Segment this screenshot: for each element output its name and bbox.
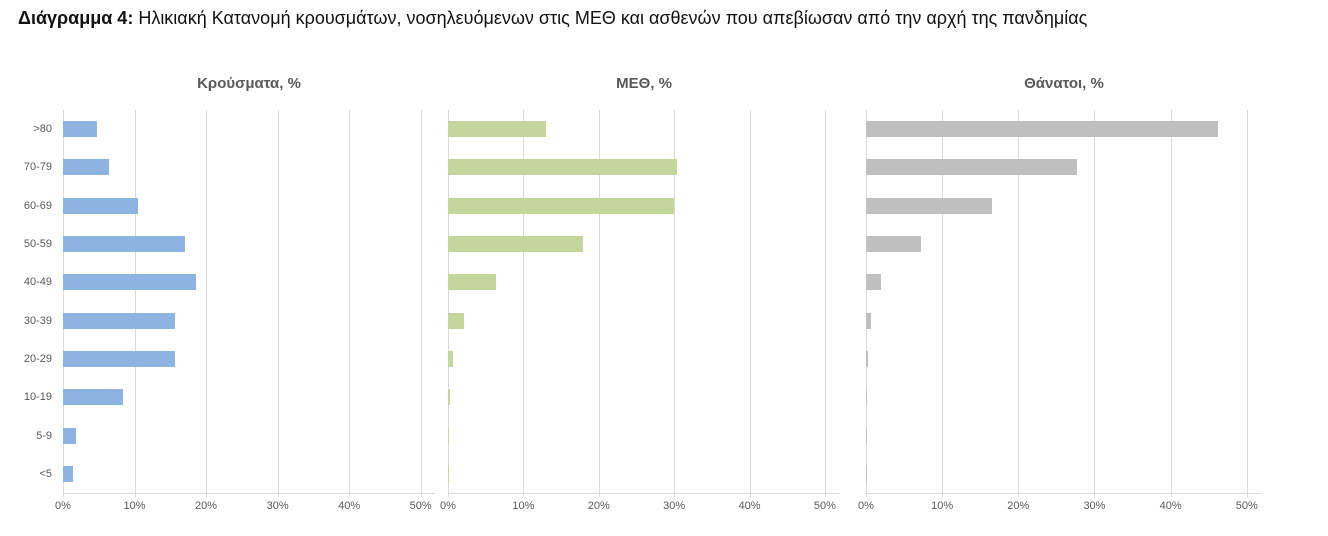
chart-deaths-plot: 0% 10% 20% 30% 40% 50% [858, 110, 1262, 512]
age-group-label: 50-59 [23, 238, 52, 251]
bar [866, 465, 867, 482]
bar [866, 274, 882, 291]
gridline [824, 110, 826, 497]
gridline [749, 110, 751, 497]
chart-deaths-title: Θάνατοι, % [1024, 75, 1104, 92]
age-group-label: 20-29 [23, 352, 52, 365]
x-tick-label: 20% [587, 500, 610, 512]
x-tick-label: 20% [1007, 500, 1030, 512]
bar [63, 427, 76, 444]
figure-caption-text: Ηλικιακή Κατανομή κρουσμάτων, νοσηλευόμε… [133, 8, 1088, 28]
gridline [523, 110, 525, 497]
age-group-label: 70-79 [23, 161, 52, 174]
x-tick-label: 40% [1159, 500, 1182, 512]
bar [448, 389, 451, 406]
bar [448, 465, 450, 482]
figure-caption: Διάγραμμα 4: Ηλικιακή Κατανομή κρουσμάτω… [18, 8, 1087, 29]
x-tick-label: 30% [266, 500, 289, 512]
age-group-label: 30-39 [23, 314, 52, 327]
age-group-axis: >80 70-79 60-69 50-59 40-49 30-39 20-29 10-19 5-… [0, 110, 58, 493]
age-group-label: 40-49 [23, 276, 52, 289]
gridline [448, 110, 449, 497]
bar [63, 274, 197, 291]
age-group-label: <5 [39, 467, 52, 480]
bar [63, 159, 109, 176]
gridline [1170, 110, 1172, 497]
bar [63, 121, 98, 138]
chart-cases-title: Κρούσματα, % [197, 75, 301, 92]
x-tick-label: 40% [738, 500, 761, 512]
bar [63, 312, 175, 329]
bar [866, 121, 1218, 138]
gridline [942, 110, 944, 497]
chart-icu-title: ΜΕΘ, % [616, 75, 672, 92]
x-tick-label: 10% [931, 500, 954, 512]
age-group-label: 10-19 [23, 391, 52, 404]
gridline [1094, 110, 1096, 497]
x-tick-label: 20% [195, 500, 218, 512]
x-tick-label: 10% [123, 500, 146, 512]
x-tick-label: 40% [338, 500, 361, 512]
bar [866, 350, 868, 367]
gridline [206, 110, 208, 497]
age-group-label: 5-9 [36, 429, 52, 442]
gridline [277, 110, 279, 497]
bar [866, 312, 872, 329]
bar [448, 197, 675, 214]
gridline [598, 110, 600, 497]
gridline [674, 110, 676, 497]
bar [866, 236, 921, 253]
x-tick-label: 0% [858, 500, 874, 512]
charts-row: >80 70-79 60-69 50-59 40-49 30-39 20-29 10-19 5-… [0, 65, 1328, 536]
figure-caption-label: Διάγραμμα 4: [18, 8, 134, 28]
age-group-label: >80 [33, 123, 52, 136]
bar [63, 350, 175, 367]
gridline [1246, 110, 1248, 497]
bar [448, 236, 583, 253]
bar [866, 159, 1077, 176]
bar [63, 389, 124, 406]
age-group-label: 60-69 [23, 199, 52, 212]
x-tick-label: 50% [813, 500, 836, 512]
gridline [134, 110, 136, 497]
bar [448, 350, 454, 367]
x-tick-label: 30% [1083, 500, 1106, 512]
gridline [1018, 110, 1020, 497]
bar [866, 427, 867, 444]
x-tick-label: 0% [440, 500, 456, 512]
x-tick-label: 50% [409, 500, 432, 512]
gridline [866, 110, 867, 497]
gridline [420, 110, 422, 497]
bar [866, 389, 867, 406]
chart-icu-plot: 0% 10% 20% 30% 40% 50% [440, 110, 840, 512]
bar [448, 274, 497, 291]
bar [866, 197, 992, 214]
x-tick-label: 10% [512, 500, 535, 512]
bar [63, 197, 139, 214]
bar [63, 465, 73, 482]
bar [448, 159, 678, 176]
x-tick-label: 30% [663, 500, 686, 512]
gridline [349, 110, 351, 497]
bar [63, 236, 185, 253]
bar [448, 121, 546, 138]
chart-cases-plot: 0% 10% 20% 30% 40% 50% [55, 110, 435, 512]
x-tick-label: 50% [1235, 500, 1258, 512]
bar [448, 427, 450, 444]
bar [448, 312, 464, 329]
gridline [63, 110, 64, 497]
x-tick-label: 0% [55, 500, 71, 512]
